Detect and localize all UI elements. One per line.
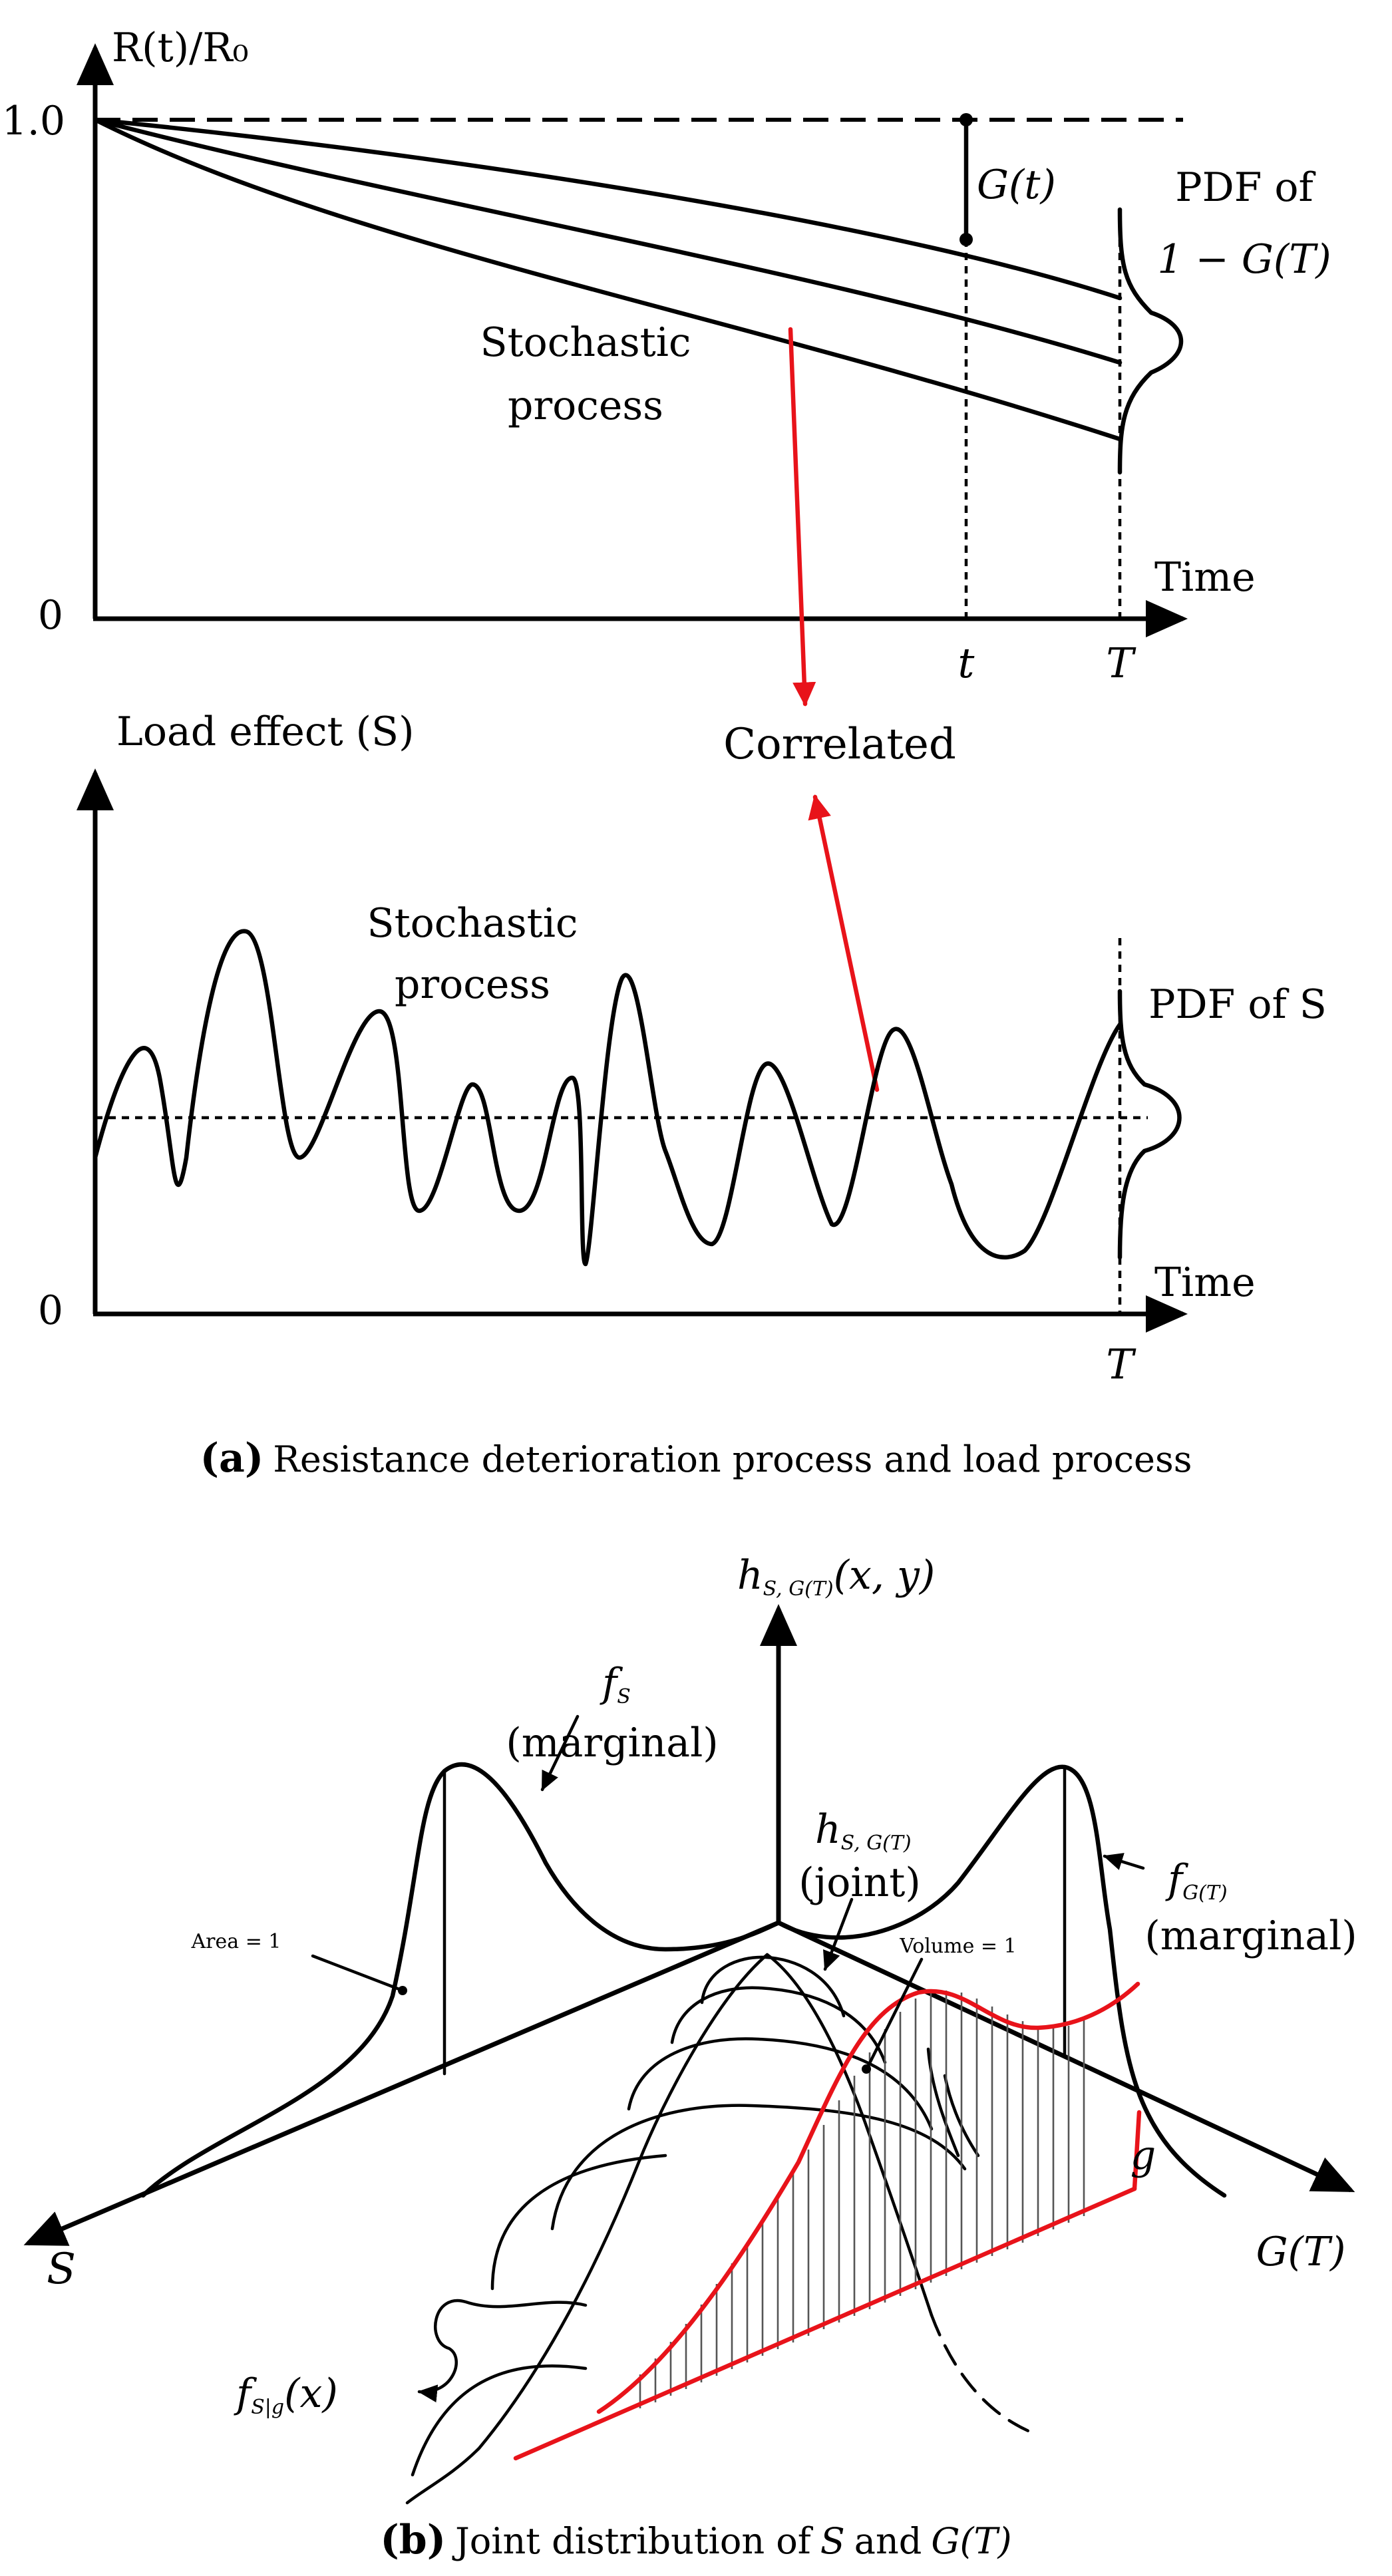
resistance-curve-middle bbox=[92, 117, 1123, 365]
correlated-label: Correlated bbox=[723, 720, 956, 769]
joint-label-sub: S, G(T) bbox=[841, 1832, 912, 1855]
y-tick-0-top: 0 bbox=[38, 592, 63, 639]
fs-leader-line bbox=[540, 1714, 580, 1792]
gap-marker-top-dot bbox=[959, 113, 973, 126]
resistance-process-label-line1: Stochastic bbox=[480, 319, 691, 366]
correlation-arrow-up bbox=[808, 794, 880, 1092]
joint-contour-4 bbox=[550, 2104, 967, 2231]
z-axis-label-args: (x, y) bbox=[834, 1552, 936, 1599]
conditional-leader-line bbox=[417, 2299, 588, 2403]
pdf-curve-resistance bbox=[1117, 207, 1184, 475]
pdf-curve-load bbox=[1117, 989, 1182, 1260]
conditional-density-curve bbox=[596, 1981, 1140, 2414]
conditional-label: fS|g(x) bbox=[234, 2370, 338, 2419]
caption-b-var-g: G(T) bbox=[931, 2520, 1011, 2562]
load-y-axis-label: Load effect (S) bbox=[116, 709, 415, 755]
conditional-hatch bbox=[639, 1991, 1085, 2408]
conditional-label-sub: S|g bbox=[251, 2396, 284, 2419]
g-point-label: g bbox=[1131, 2132, 1156, 2179]
volume-note: Volume = 1 bbox=[899, 1935, 1016, 1958]
fs-label: fS bbox=[600, 1660, 631, 1708]
conditional-base-line bbox=[513, 2186, 1137, 2461]
area-note: Area = 1 bbox=[191, 1930, 281, 1953]
marginal-fg-curve bbox=[776, 1764, 1227, 2198]
resistance-y-axis-label: R(t)/R₀ bbox=[112, 25, 249, 71]
joint-leader-line bbox=[822, 1897, 854, 1971]
caption-b-letter: (b) bbox=[380, 2517, 446, 2563]
fg-label: fG(T) bbox=[1165, 1856, 1228, 1905]
gap-marker-bottom-dot bbox=[959, 233, 973, 246]
load-chart: Load effect (S) 0 Time T PDF of S Stocha… bbox=[38, 709, 1327, 1388]
y-tick-1-0: 1.0 bbox=[2, 98, 65, 144]
resistance-curve-lower bbox=[92, 117, 1123, 442]
joint-contour-3 bbox=[627, 2037, 934, 2131]
z-axis-label-h: h bbox=[737, 1552, 763, 1599]
joint-inner-band-2 bbox=[943, 2074, 980, 2158]
fs-label-sub: S bbox=[617, 1685, 631, 1708]
load-process-label-line1: Stochastic bbox=[367, 900, 578, 947]
gap-label-G-t: G(t) bbox=[977, 162, 1056, 208]
caption-a-letter: (a) bbox=[200, 1435, 264, 1482]
resistance-curve-upper bbox=[92, 117, 1123, 301]
z-axis-label-sub: S, G(T) bbox=[763, 1577, 834, 1601]
caption-b-text-1: Joint distribution of bbox=[452, 2520, 814, 2562]
resistance-x-axis-label: Time bbox=[1154, 554, 1256, 601]
caption-a: (a) Resistance deterioration process and … bbox=[200, 1435, 1192, 1482]
area-leader-line bbox=[311, 1954, 401, 1991]
joint-contour-2 bbox=[670, 1986, 887, 2064]
caption-b-var-s: S bbox=[820, 2520, 845, 2562]
joint-inner-band-1 bbox=[926, 2047, 960, 2158]
resistance-process-label-line2: process bbox=[508, 383, 663, 429]
load-process-label-line2: process bbox=[395, 961, 550, 1008]
x-tick-T-top: T bbox=[1106, 639, 1136, 687]
load-process-curve bbox=[92, 929, 1123, 1267]
fg-label-sub: G(T) bbox=[1182, 1881, 1227, 1905]
fs-note: (marginal) bbox=[506, 1720, 718, 1766]
joint-dome-left bbox=[405, 1953, 769, 2505]
fg-leader-line bbox=[1103, 1853, 1145, 1870]
joint-label-h: h bbox=[815, 1806, 841, 1853]
volume-leader-dot bbox=[862, 2064, 871, 2074]
x-tick-t: t bbox=[958, 639, 975, 687]
marginal-fs-curve bbox=[140, 1762, 781, 2198]
joint-distribution-diagram: hS, G(T)(x, y) S G(T) g fS (marginal) hS… bbox=[23, 1552, 1357, 2505]
joint-label: hS, G(T) bbox=[815, 1806, 912, 1855]
z-axis-label: hS, G(T)(x, y) bbox=[737, 1552, 935, 1601]
x-tick-T-bottom: T bbox=[1106, 1340, 1136, 1388]
pdf-resistance-label-line1: PDF of bbox=[1175, 164, 1315, 211]
y-tick-0-bottom: 0 bbox=[38, 1287, 63, 1334]
correlation-arrow-down bbox=[788, 327, 816, 707]
fg-note: (marginal) bbox=[1144, 1913, 1357, 1959]
caption-a-text: Resistance deterioration process and loa… bbox=[273, 1438, 1192, 1480]
s-axis-label: S bbox=[47, 2245, 76, 2294]
joint-contour-6 bbox=[411, 2364, 588, 2477]
load-x-axis-label: Time bbox=[1154, 1259, 1256, 1306]
g-axis-label: G(T) bbox=[1256, 2229, 1346, 2275]
correlation-arrows: Correlated bbox=[723, 327, 956, 1092]
pdf-load-label: PDF of S bbox=[1148, 981, 1327, 1028]
g-slice-marker bbox=[1132, 2110, 1142, 2191]
joint-dome-right bbox=[765, 1953, 934, 2317]
resistance-chart: R(t)/R₀ 1.0 0 Time t T G(t) PDF of 1 − G… bbox=[2, 25, 1331, 687]
pdf-resistance-label-line2: 1 − G(T) bbox=[1157, 236, 1331, 283]
joint-contour-5 bbox=[490, 2154, 667, 2291]
s-axis bbox=[23, 1920, 780, 2246]
joint-dome-right-dashed bbox=[930, 2313, 1040, 2437]
caption-b-text-2: and bbox=[854, 2520, 922, 2562]
joint-note: (joint) bbox=[798, 1859, 921, 1906]
conditional-label-args: (x) bbox=[284, 2370, 338, 2417]
volume-leader-line bbox=[866, 1957, 924, 2068]
area-leader-dot bbox=[398, 1986, 407, 1995]
